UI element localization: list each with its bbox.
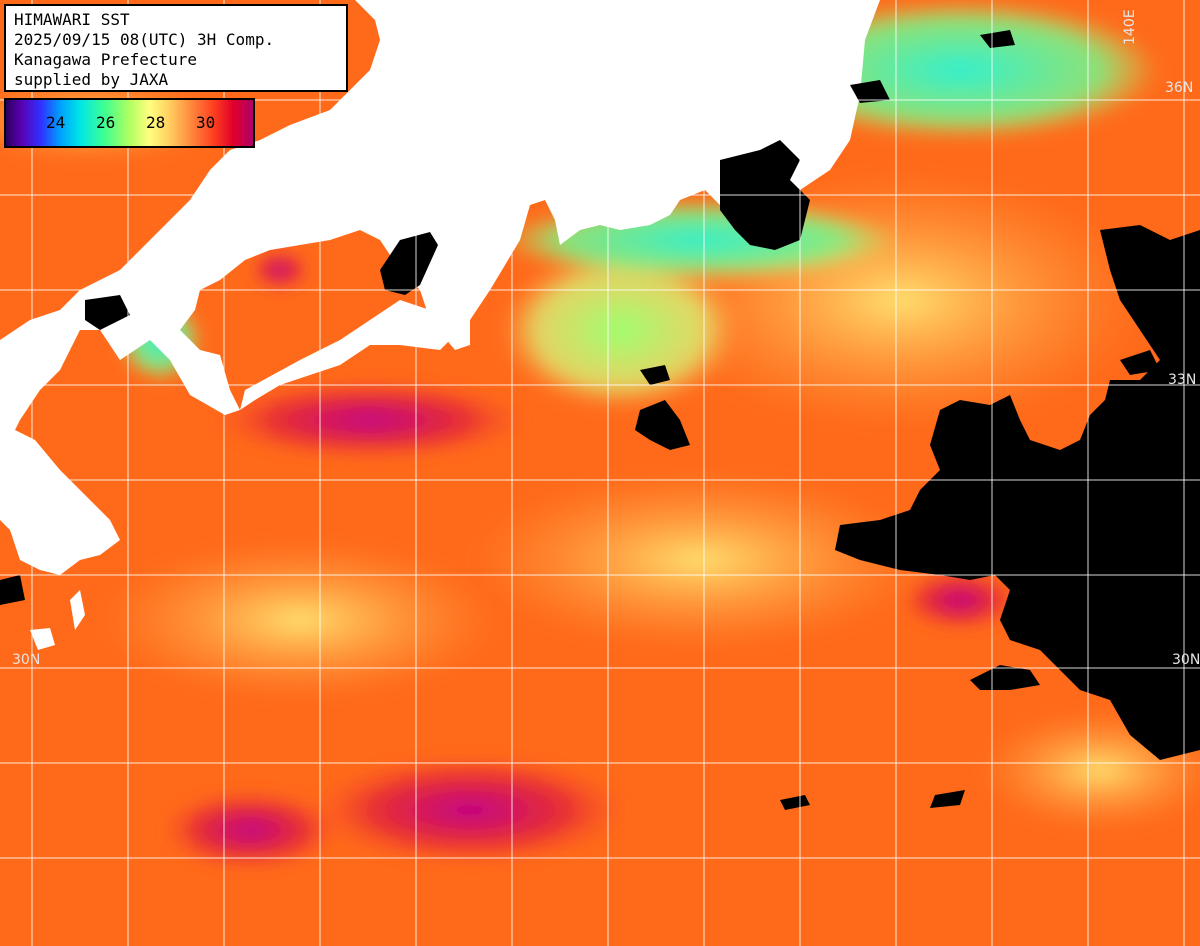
cloud-mask	[0, 30, 1200, 810]
lat-label-36n: 36N	[1165, 80, 1194, 96]
lat-label-30n-left: 30N	[12, 652, 41, 668]
data-credit: supplied by JAXA	[14, 70, 169, 89]
lat-label-33n: 33N	[1168, 372, 1197, 388]
color-scale-bar	[6, 100, 253, 146]
legend-tick-26: 26	[96, 113, 116, 132]
timestamp: 2025/09/15 08(UTC) 3H Comp.	[14, 30, 275, 49]
lon-label-140e: 140E	[1122, 9, 1138, 45]
legend-tick-24: 24	[46, 113, 66, 132]
legend-tick-28: 28	[146, 113, 166, 132]
product-title: HIMAWARI SST	[14, 10, 130, 29]
lat-label-30n-right: 30N	[1172, 652, 1200, 668]
land	[0, 0, 880, 650]
color-scale-legend: 24 26 28 30	[4, 98, 255, 148]
info-box: HIMAWARI SST 2025/09/15 08(UTC) 3H Comp.…	[4, 4, 348, 92]
provider-org: Kanagawa Prefecture	[14, 50, 198, 69]
legend-tick-30: 30	[196, 113, 216, 132]
